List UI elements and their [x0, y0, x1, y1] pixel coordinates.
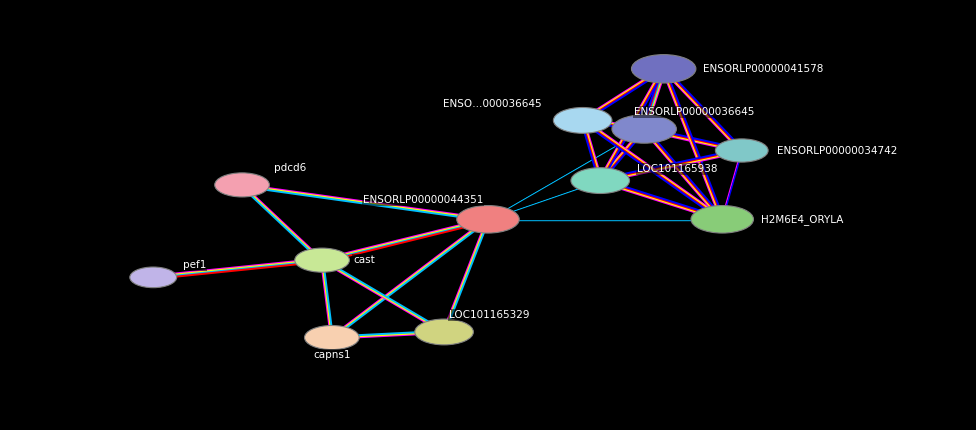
- Circle shape: [631, 55, 696, 83]
- Text: ENSORLP00000034742: ENSORLP00000034742: [777, 145, 897, 156]
- Text: H2M6E4_ORYLA: H2M6E4_ORYLA: [761, 214, 843, 225]
- Text: LOC101165329: LOC101165329: [449, 310, 529, 320]
- Text: ENSO…000036645: ENSO…000036645: [443, 99, 542, 109]
- Text: capns1: capns1: [313, 350, 350, 360]
- Text: ENSORLP00000044351: ENSORLP00000044351: [363, 195, 483, 205]
- Circle shape: [130, 267, 177, 288]
- Text: cast: cast: [353, 255, 375, 265]
- Text: LOC101165938: LOC101165938: [637, 163, 717, 174]
- Circle shape: [305, 326, 359, 350]
- Circle shape: [215, 173, 269, 197]
- Circle shape: [295, 248, 349, 272]
- Text: pdcd6: pdcd6: [274, 163, 306, 173]
- Circle shape: [553, 108, 612, 133]
- Text: pef1: pef1: [183, 260, 206, 270]
- Text: ENSORLP00000041578: ENSORLP00000041578: [703, 64, 823, 74]
- Circle shape: [571, 168, 630, 194]
- Circle shape: [612, 115, 676, 143]
- Text: ENSORLP00000036645: ENSORLP00000036645: [634, 107, 754, 117]
- Circle shape: [457, 206, 519, 233]
- Circle shape: [415, 319, 473, 345]
- Circle shape: [691, 206, 753, 233]
- Circle shape: [715, 139, 768, 162]
